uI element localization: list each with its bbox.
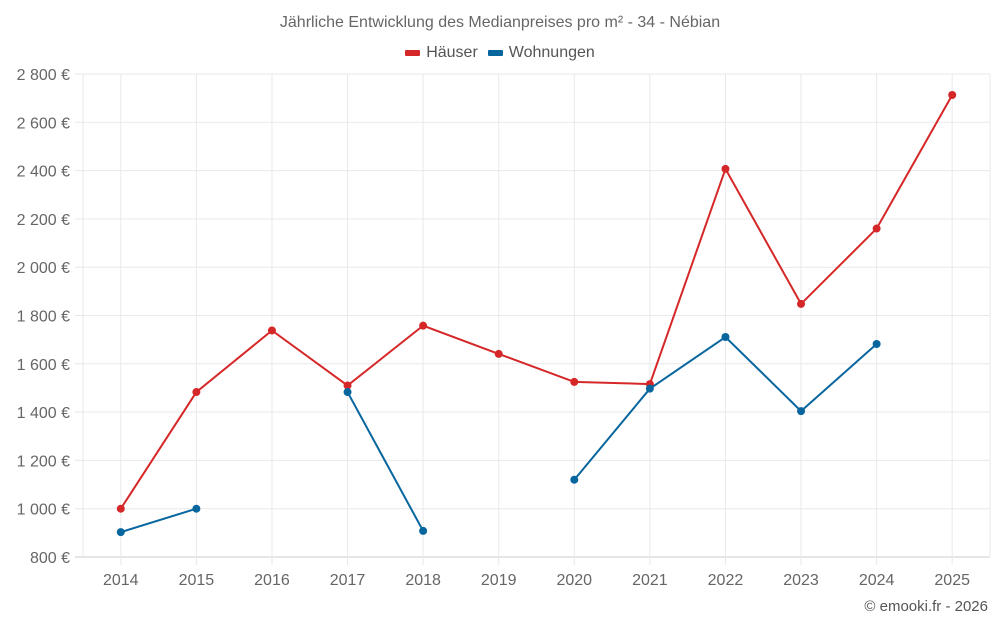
x-tick-label: 2014 [103, 572, 139, 589]
y-tick-label: 1 000 € [17, 502, 70, 519]
y-tick-label: 2 200 € [17, 212, 70, 229]
y-tick-label: 1 600 € [17, 357, 70, 374]
x-tick-label: 2021 [632, 572, 668, 589]
legend-swatch-haeuser [405, 50, 421, 56]
data-point[interactable] [570, 475, 579, 484]
data-point[interactable] [872, 339, 881, 348]
legend-swatch-wohnungen [487, 50, 503, 56]
data-point[interactable] [721, 332, 730, 341]
y-tick-label: 2 600 € [17, 115, 70, 132]
legend: Häuser Wohnungen [0, 44, 1000, 62]
data-point[interactable] [797, 299, 806, 308]
data-point[interactable] [192, 388, 201, 397]
y-tick-label: 2 800 € [17, 67, 70, 84]
legend-item-haeuser[interactable]: Häuser [405, 44, 478, 62]
data-point[interactable] [797, 407, 806, 416]
data-point[interactable] [419, 321, 428, 330]
chart-title: Jährliche Entwicklung des Medianpreises … [279, 14, 721, 31]
data-point[interactable] [721, 164, 730, 173]
legend-label-wohnungen: Wohnungen [508, 44, 595, 61]
data-point[interactable] [948, 91, 957, 100]
data-point[interactable] [192, 504, 201, 513]
data-point[interactable] [419, 526, 428, 535]
x-tick-label: 2022 [708, 572, 744, 589]
x-tick-label: 2015 [179, 572, 215, 589]
legend-item-wohnungen[interactable]: Wohnungen [487, 44, 595, 62]
data-point[interactable] [343, 381, 352, 390]
series-line [346, 391, 425, 532]
x-tick-label: 2023 [783, 572, 819, 589]
series-line [119, 94, 954, 510]
y-tick-label: 1 400 € [17, 405, 70, 422]
x-tick-label: 2017 [330, 572, 366, 589]
series-line [120, 507, 197, 534]
x-tick-label: 2019 [481, 572, 517, 589]
x-tick-label: 2016 [254, 572, 290, 589]
data-point[interactable] [872, 224, 881, 233]
data-point[interactable] [267, 326, 276, 335]
data-point[interactable] [645, 384, 654, 393]
copyright-credit: © emooki.fr - 2026 [864, 598, 988, 615]
data-point[interactable] [116, 504, 125, 513]
data-point[interactable] [116, 528, 125, 537]
y-tick-label: 800 € [30, 550, 70, 567]
legend-label-haeuser: Häuser [426, 44, 478, 61]
x-tick-label: 2024 [859, 572, 895, 589]
data-point[interactable] [343, 388, 352, 397]
x-tick-label: 2018 [405, 572, 441, 589]
x-tick-label: 2025 [934, 572, 970, 589]
y-tick-label: 2 400 € [17, 164, 70, 181]
data-point[interactable] [570, 377, 579, 386]
y-tick-label: 1 800 € [17, 309, 70, 326]
data-point[interactable] [494, 349, 503, 358]
y-tick-label: 1 200 € [17, 453, 70, 470]
y-tick-label: 2 000 € [17, 260, 70, 277]
x-tick-label: 2020 [556, 572, 592, 589]
